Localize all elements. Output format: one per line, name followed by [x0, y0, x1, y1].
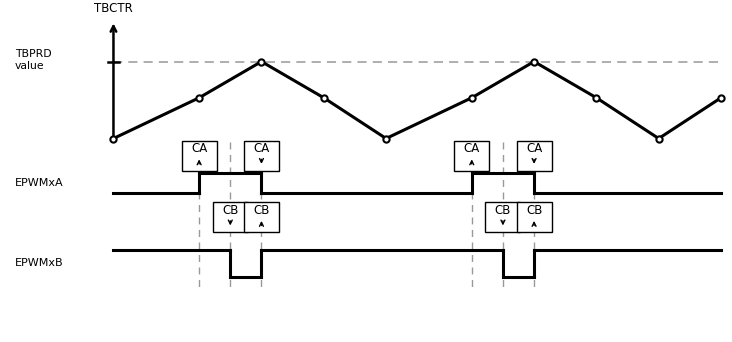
- Text: EPWMxA: EPWMxA: [15, 178, 63, 188]
- Text: EPWMxB: EPWMxB: [15, 258, 63, 268]
- Bar: [485, 202, 520, 232]
- Text: CB: CB: [526, 204, 542, 217]
- Text: CA: CA: [463, 143, 480, 156]
- Text: CA: CA: [253, 143, 269, 156]
- Bar: [454, 141, 489, 171]
- Text: CA: CA: [191, 143, 207, 156]
- Text: CB: CB: [495, 204, 511, 217]
- Text: TBPRD
value: TBPRD value: [15, 49, 51, 71]
- Bar: [213, 202, 248, 232]
- Text: CB: CB: [222, 204, 239, 217]
- Text: TBCTR: TBCTR: [94, 2, 132, 15]
- Bar: [517, 141, 552, 171]
- Bar: [517, 202, 552, 232]
- Bar: [182, 141, 217, 171]
- Bar: [244, 202, 279, 232]
- Text: CA: CA: [526, 143, 542, 156]
- Bar: [244, 141, 279, 171]
- Text: CB: CB: [253, 204, 269, 217]
